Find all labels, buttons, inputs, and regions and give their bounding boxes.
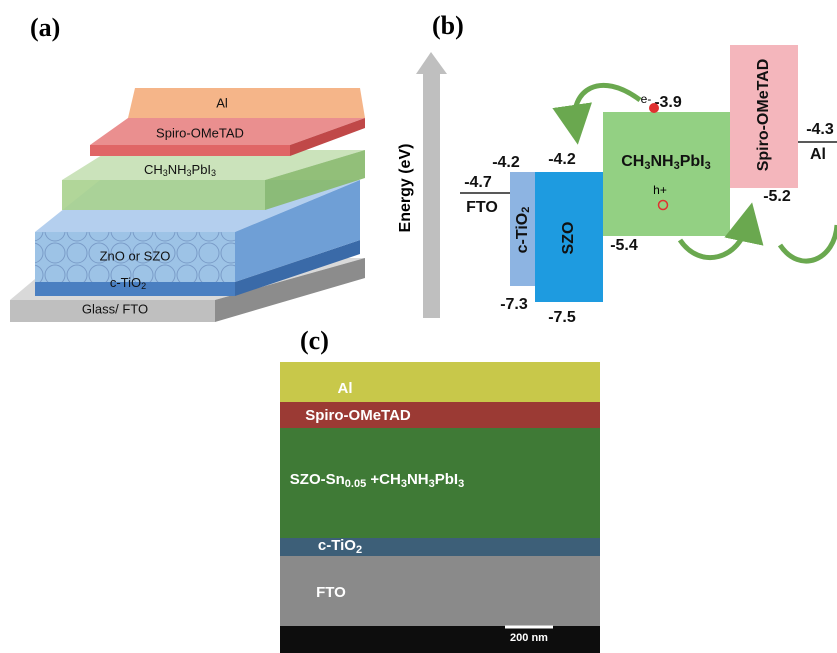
energy-arrowhead xyxy=(416,52,447,74)
layer-label: FTO xyxy=(466,199,498,216)
panel-label: (b) xyxy=(432,11,464,40)
layer-label: Spiro-OMeTAD xyxy=(156,125,244,140)
perov-top xyxy=(62,150,365,180)
electron xyxy=(649,103,659,113)
spiro-top xyxy=(90,118,365,145)
energy-label: -4.7 xyxy=(464,174,492,191)
tio2-layer xyxy=(35,282,235,296)
panel-label: (c) xyxy=(300,326,329,355)
transfer-arrow xyxy=(552,82,642,145)
al-layer xyxy=(128,88,365,118)
carrier-label: e- xyxy=(641,92,652,106)
energy-label: -4.3 xyxy=(806,121,834,138)
energy-label: -4.2 xyxy=(548,151,576,168)
transfer-arrow xyxy=(777,224,837,264)
tio2-box xyxy=(510,172,535,286)
glass-front xyxy=(10,300,215,322)
layer-label: c-TiO2 xyxy=(514,207,532,254)
spiro-region xyxy=(280,402,600,428)
perov-side xyxy=(265,150,365,210)
hole xyxy=(657,199,669,211)
szo-side xyxy=(235,180,360,282)
energy-label: -5.2 xyxy=(763,188,791,205)
spiro-front xyxy=(90,145,290,156)
layer-label: FTO xyxy=(316,584,346,601)
perov-front xyxy=(62,180,265,210)
substrate-region xyxy=(280,626,600,653)
layer-label: ZnO or SZO xyxy=(100,248,171,263)
transfer-arrow xyxy=(677,202,764,260)
energy-label: -3.9 xyxy=(654,94,682,111)
panel-c: (c) Al Spiro-OMeTAD SZO-Sn0.05 +CH3NH3Pb… xyxy=(280,326,600,653)
al-region xyxy=(280,362,600,402)
layer-label: CH3NH3PbI3 xyxy=(144,162,216,178)
layer-label: CH3NH3PbI3 xyxy=(621,153,710,172)
fto-region xyxy=(280,556,600,626)
energy-label: -4.2 xyxy=(492,154,520,171)
glass-side xyxy=(215,258,365,322)
layer-label: Al xyxy=(810,146,826,163)
layer-label: Al xyxy=(338,380,353,397)
layer-label: Spiro-OMeTAD xyxy=(305,407,411,424)
energy-arrow xyxy=(423,72,440,318)
panel-a: (a) Al Spiro-OMeTAD CH3NH3PbI3 ZnO or SZ… xyxy=(10,13,365,322)
szo-box xyxy=(535,172,603,302)
perovskite-region xyxy=(280,428,600,538)
perovskite-box xyxy=(603,112,730,236)
layer-label: SZO-Sn0.05 +CH3NH3PbI3 xyxy=(290,471,464,490)
layer-label: Al xyxy=(216,95,228,110)
energy-label: -5.4 xyxy=(610,237,638,254)
axis-label: Energy (eV) xyxy=(397,144,414,233)
tio2-side xyxy=(235,240,360,296)
panel-b: (b) Energy (eV) -4.7 FTO c-TiO2 SZO -4.2… xyxy=(397,11,837,326)
layer-label: Glass/ FTO xyxy=(82,301,148,316)
energy-label: -7.5 xyxy=(548,309,576,326)
tio2-region xyxy=(280,538,600,556)
spiro-side xyxy=(290,118,365,156)
panel-label: (a) xyxy=(30,13,60,42)
scale-label: 200 nm xyxy=(510,632,548,644)
layer-label: Spiro-OMeTAD xyxy=(755,59,772,172)
layer-label: SZO xyxy=(560,222,577,255)
spiro-box xyxy=(730,45,798,188)
carrier-label: h+ xyxy=(653,183,667,197)
layer-label: c-TiO2 xyxy=(318,537,362,556)
szo-pattern xyxy=(35,232,235,282)
energy-label: -7.3 xyxy=(500,296,528,313)
layer-label: c-TiO2 xyxy=(110,275,146,291)
